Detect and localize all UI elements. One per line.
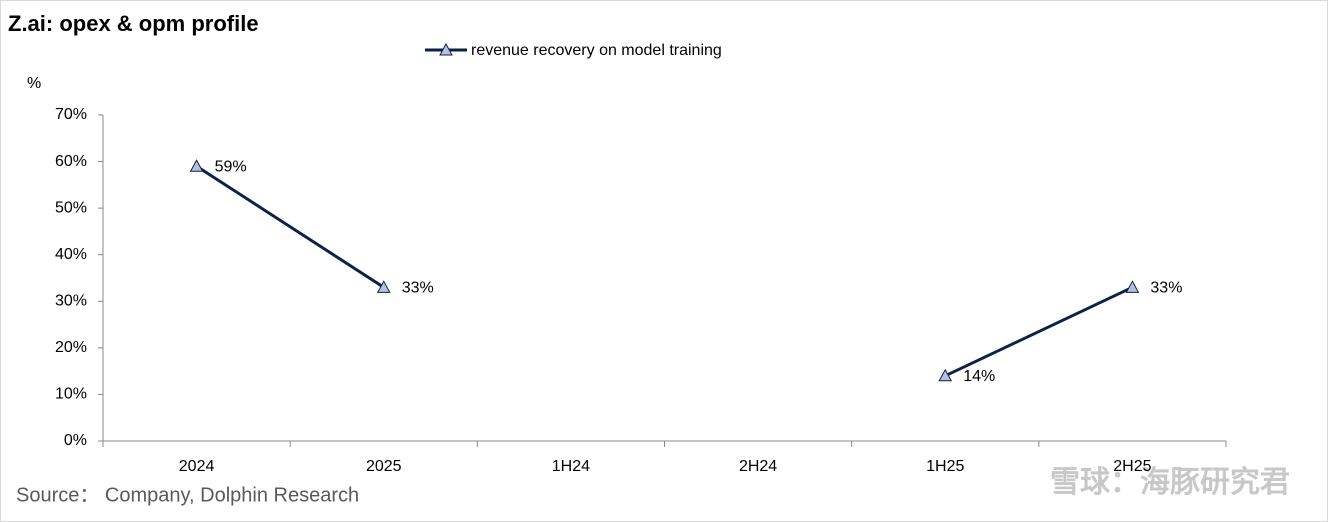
watermark: 雪球：海豚研究君	[1050, 465, 1290, 499]
marker	[1125, 280, 1140, 293]
data-label: 59%	[215, 158, 247, 175]
y-tick-label: 30%	[55, 293, 87, 310]
marker	[189, 159, 204, 172]
x-tick-label: 2025	[366, 458, 402, 475]
y-tick-label: 50%	[55, 199, 87, 216]
data-label: 33%	[1150, 280, 1182, 297]
legend-marker	[439, 42, 453, 56]
x-tick-label: 2H24	[739, 458, 777, 475]
y-tick-label: 70%	[55, 106, 87, 123]
y-tick-label: 0%	[64, 432, 87, 449]
legend-label: revenue recovery on model training	[471, 42, 722, 59]
y-tick-label: 10%	[55, 386, 87, 403]
y-axis-label: %	[27, 75, 41, 92]
x-tick-label: 2H25	[1113, 458, 1151, 475]
x-tick-label: 1H24	[552, 458, 590, 475]
marker	[376, 280, 391, 293]
source: Source： Company, Dolphin Research	[16, 484, 359, 506]
line	[195, 164, 1134, 378]
y-tick-label: 60%	[55, 153, 87, 170]
y-tick-label: 40%	[55, 246, 87, 263]
data-label: 33%	[402, 280, 434, 297]
y-tick-label: 20%	[55, 339, 87, 356]
marker	[938, 368, 953, 382]
data-label: 14%	[963, 368, 995, 385]
x-tick-label: 1H25	[926, 458, 964, 475]
x-tick-label: 2024	[179, 458, 215, 475]
chart-title: Z.ai: opex & opm profile	[8, 11, 259, 36]
